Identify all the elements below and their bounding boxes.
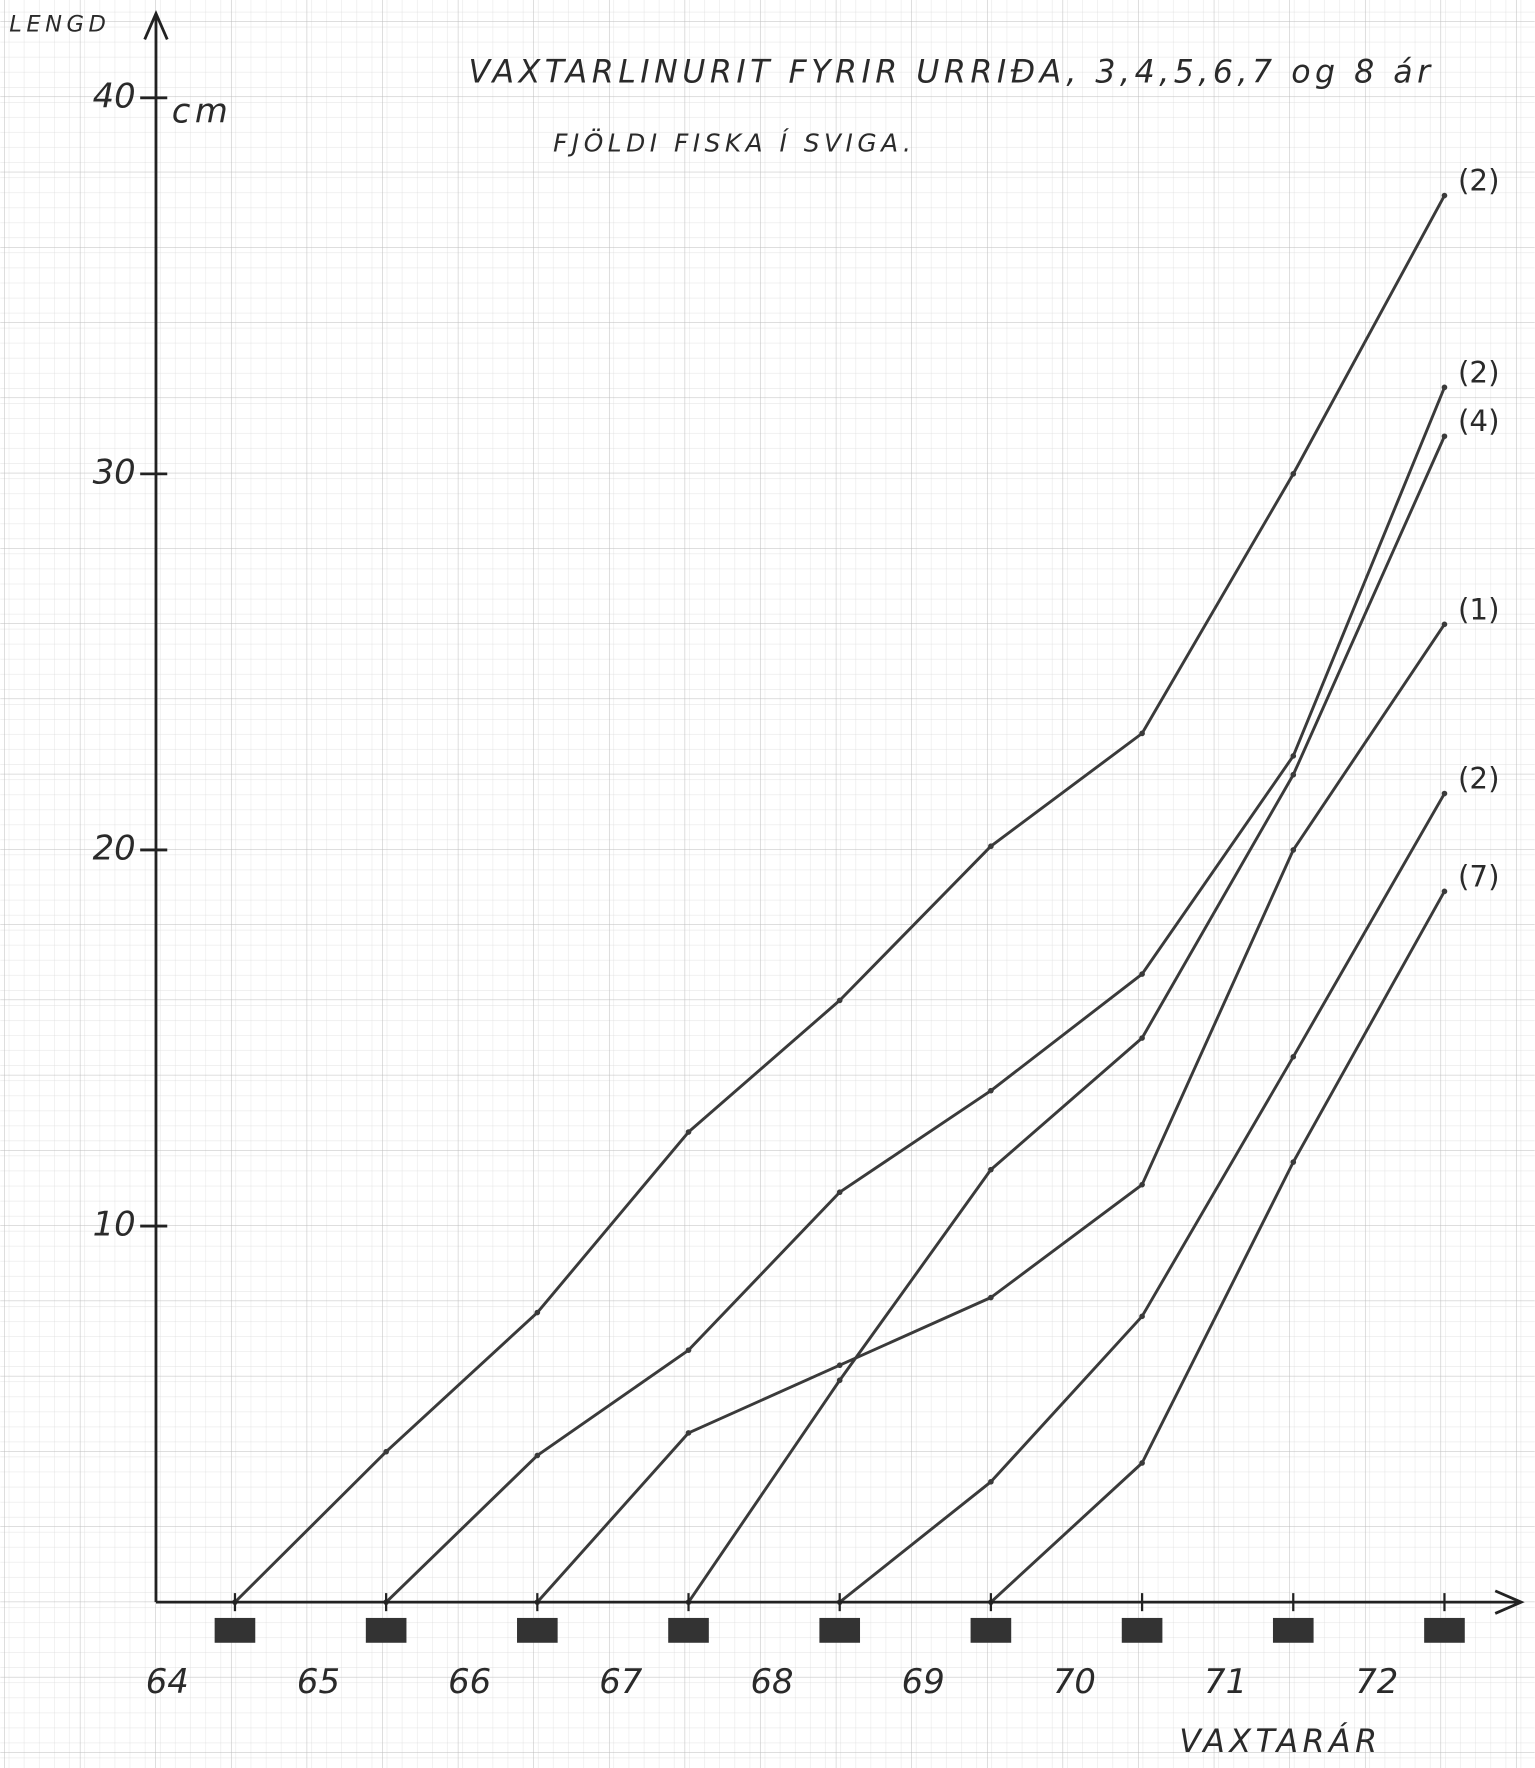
series-point — [1441, 192, 1448, 199]
series-point — [836, 1362, 843, 1369]
chart-title: VAXTARLINURIT FYRIR URRIÐA, 3,4,5,6,7 og… — [469, 54, 1435, 90]
x-tick-label: 72 — [1355, 1662, 1398, 1701]
series-point — [1441, 621, 1448, 628]
series-point — [1290, 847, 1297, 853]
x-axis-label: VAXTARÁR — [1179, 1722, 1381, 1760]
series-point — [1139, 1035, 1145, 1041]
series-point — [988, 1087, 994, 1094]
y-tick-label: 30 — [93, 452, 136, 491]
redacted-tick-label — [517, 1617, 558, 1643]
series-point — [685, 1430, 692, 1436]
legend-label: (1) — [1458, 592, 1500, 626]
series-point — [1290, 471, 1297, 477]
series-point — [383, 1448, 389, 1455]
series-point — [685, 1129, 692, 1135]
redacted-tick-label — [1424, 1617, 1465, 1643]
y-tick-label: 40 — [93, 76, 136, 115]
series-point — [988, 1166, 994, 1173]
series-point — [988, 1478, 994, 1485]
redacted-tick-label — [365, 1617, 407, 1643]
series-point — [836, 1377, 843, 1384]
y-axis-unit: cm — [172, 91, 233, 130]
redacted-tick-label — [1121, 1617, 1163, 1643]
series-point — [534, 1309, 541, 1316]
redacted-tick-label — [214, 1617, 256, 1643]
chart-subtitle: FJÖLDI FISKA Í SVIGA. — [553, 128, 915, 157]
y-axis-arrow — [143, 10, 169, 41]
series-line — [385, 386, 1446, 1604]
x-tick-label: 71 — [1204, 1662, 1247, 1701]
x-tick-label: 70 — [1053, 1662, 1096, 1701]
series-point — [1290, 1159, 1297, 1165]
series-line — [989, 890, 1446, 1604]
series-line — [687, 435, 1446, 1603]
series-point — [1441, 384, 1448, 391]
series-point — [1139, 1460, 1145, 1466]
legend-label: (2) — [1458, 762, 1500, 796]
legend-label: (2) — [1458, 355, 1500, 389]
x-tick-label: 67 — [599, 1662, 643, 1701]
redacted-tick-label — [970, 1617, 1012, 1643]
legend-label: (7) — [1458, 859, 1500, 893]
series-point — [685, 1347, 692, 1353]
series-point — [1441, 433, 1448, 440]
series-point — [1139, 1181, 1145, 1188]
series-point — [1139, 971, 1145, 977]
series-point — [836, 1189, 843, 1196]
series-point — [1139, 1313, 1145, 1320]
series-point — [1441, 790, 1448, 797]
y-axis-label: LENGD — [9, 11, 110, 37]
x-tick-label: 68 — [750, 1662, 793, 1701]
series-point — [836, 997, 843, 1004]
series-point — [988, 843, 994, 850]
x-tick-label: 69 — [902, 1662, 945, 1701]
series-point — [1290, 1053, 1297, 1060]
plot-area — [232, 192, 1448, 1605]
x-tick-label: 65 — [297, 1662, 340, 1701]
series-point — [1441, 888, 1448, 895]
x-tick-label: 66 — [448, 1662, 491, 1701]
legend-label: (2) — [1458, 164, 1500, 198]
series-point — [988, 1294, 994, 1301]
redacted-tick-label — [819, 1617, 861, 1643]
redacted-tick-label — [668, 1617, 709, 1643]
x-tick-label: 64 — [146, 1662, 189, 1701]
legend-label: (4) — [1458, 404, 1500, 438]
y-tick-label: 10 — [93, 1205, 136, 1244]
series-point — [534, 1452, 541, 1459]
x-axis-arrow — [1494, 1589, 1525, 1615]
series-point — [1290, 753, 1297, 759]
series-point — [1139, 730, 1145, 737]
y-tick-label: 20 — [93, 828, 136, 867]
redacted-tick-label — [1272, 1617, 1314, 1643]
series-point — [1290, 771, 1297, 778]
